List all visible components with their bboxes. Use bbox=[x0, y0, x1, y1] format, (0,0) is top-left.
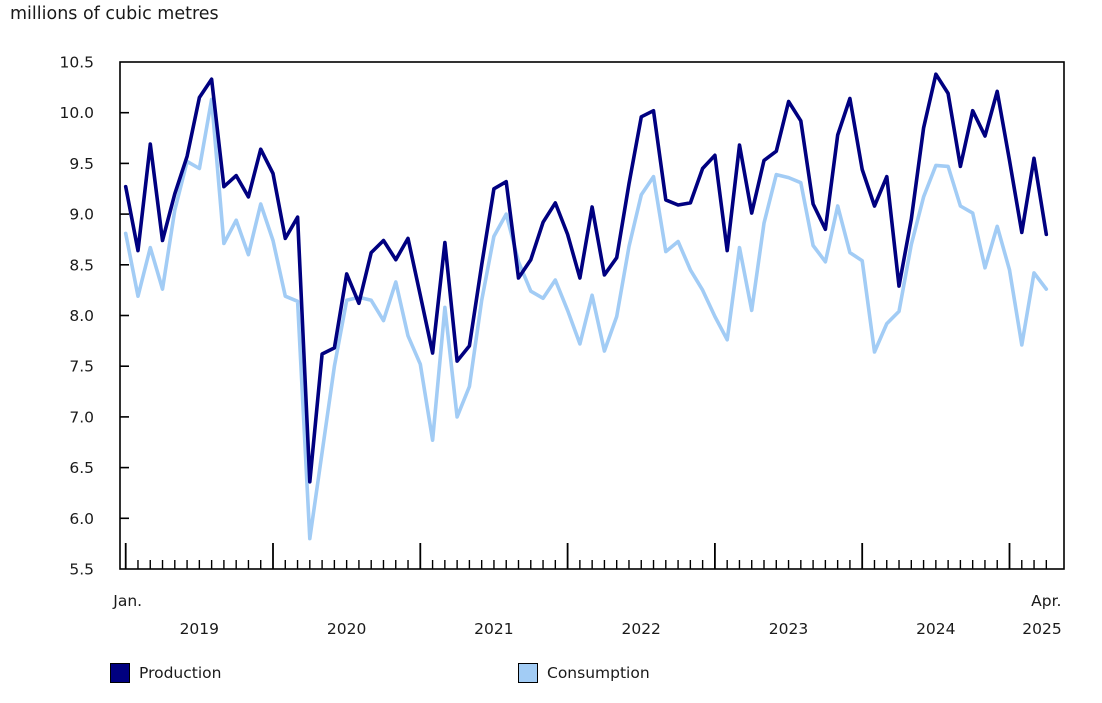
y-axis-tick-label: 6.0 bbox=[69, 510, 94, 528]
y-axis-tick-label: 10.5 bbox=[59, 54, 94, 72]
x-year-label: 2019 bbox=[180, 620, 219, 638]
x-year-label: 2024 bbox=[916, 620, 955, 638]
y-axis-tick-label: 7.5 bbox=[69, 358, 94, 376]
y-axis-tick-label: 7.0 bbox=[69, 408, 94, 426]
x-year-label: 2023 bbox=[769, 620, 808, 638]
y-axis-tick-label: 6.5 bbox=[69, 459, 94, 477]
legend-item-consumption: Consumption bbox=[518, 663, 650, 683]
production-swatch-icon bbox=[110, 663, 130, 683]
x-year-label: 2021 bbox=[474, 620, 513, 638]
x-last-month-label: Apr. bbox=[1031, 592, 1061, 610]
legend-item-production: Production bbox=[110, 663, 221, 683]
y-axis-tick-label: 9.5 bbox=[69, 155, 94, 173]
x-year-label: 2025 bbox=[1022, 620, 1061, 638]
y-axis-tick-label: 8.0 bbox=[69, 307, 94, 325]
y-axis-tick-label: 5.5 bbox=[69, 561, 94, 579]
production-line bbox=[123, 72, 1049, 484]
chart-title: millions of cubic metres bbox=[10, 4, 219, 24]
legend-consumption-label: Consumption bbox=[547, 664, 650, 682]
x-year-label: 2020 bbox=[327, 620, 366, 638]
consumption-swatch-icon bbox=[518, 663, 538, 683]
consumption-line bbox=[123, 97, 1049, 541]
y-axis-tick-label: 8.5 bbox=[69, 256, 94, 274]
x-year-label: 2022 bbox=[621, 620, 660, 638]
chart-canvas: 10.5 10.0 9.5 9.0 8.5 8.0 7.5 7.0 6.5 6.0 5.5 Jan. A… bbox=[59, 54, 1065, 638]
x-first-month-label: Jan. bbox=[112, 592, 142, 610]
legend-production-label: Production bbox=[139, 664, 222, 682]
y-axis-tick-label: 9.0 bbox=[69, 206, 94, 224]
y-axis-tick-label: 10.0 bbox=[59, 104, 94, 122]
